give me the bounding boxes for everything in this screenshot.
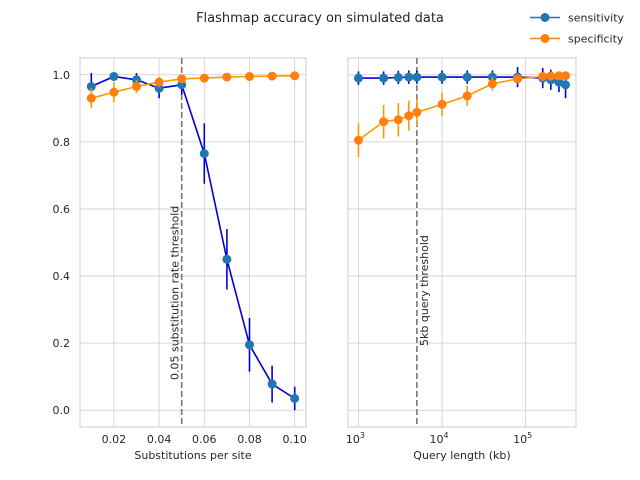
series-specificity <box>86 71 300 109</box>
chart-title: Flashmap accuracy on simulated data <box>196 11 444 26</box>
data-point <box>290 71 300 81</box>
data-point <box>353 135 363 145</box>
data-point <box>222 254 232 264</box>
data-point <box>267 71 277 81</box>
data-point <box>538 71 548 81</box>
series-line <box>91 75 295 100</box>
data-point <box>393 115 403 125</box>
data-point <box>412 72 422 82</box>
data-point <box>393 72 403 82</box>
data-point <box>86 93 96 103</box>
data-point <box>546 71 556 81</box>
data-point <box>513 74 523 84</box>
data-point <box>404 72 414 82</box>
y-tick-label: 1.0 <box>53 69 71 82</box>
x-tick-label: 0.04 <box>147 433 172 446</box>
data-point <box>561 80 571 90</box>
data-point <box>379 73 389 83</box>
data-point <box>154 77 164 87</box>
data-point <box>437 72 447 82</box>
threshold-label: 5kb query threshold <box>418 235 431 346</box>
x-tick-label: 0.02 <box>102 433 127 446</box>
x-tick-label: 105 <box>513 431 532 446</box>
x-tick-label: 0.06 <box>192 433 217 446</box>
legend-entry-sensitivity: sensitivity <box>530 12 625 25</box>
data-point <box>404 111 414 121</box>
data-point <box>379 117 389 127</box>
data-point <box>437 99 447 109</box>
y-tick-label: 0.2 <box>53 337 71 350</box>
x-tick-label: 0.10 <box>282 433 307 446</box>
data-point <box>290 393 300 403</box>
series-specificity <box>353 71 571 157</box>
x-axis-label: Substitutions per site <box>134 449 251 462</box>
y-tick-label: 0.4 <box>53 270 71 283</box>
data-point <box>109 87 119 97</box>
data-point <box>199 73 209 83</box>
data-point <box>222 72 232 82</box>
threshold-label: 0.05 substitution rate threshold <box>169 206 182 380</box>
data-point <box>199 149 209 159</box>
data-point <box>412 107 422 117</box>
legend-label-specificity: specificity <box>568 33 624 46</box>
legend-marker <box>540 34 550 43</box>
y-tick-label: 0.6 <box>53 203 71 216</box>
x-axis-label: Query length (kb) <box>413 449 510 462</box>
data-point <box>132 82 141 92</box>
legend-entry-specificity: specificity <box>530 33 624 46</box>
data-point <box>177 74 187 84</box>
y-tick-label: 0.0 <box>53 404 71 417</box>
series-sensitivity <box>86 71 300 411</box>
data-point <box>353 73 363 83</box>
x-tick-label: 104 <box>430 431 449 446</box>
y-tick-label: 0.8 <box>53 136 71 149</box>
data-point <box>267 379 277 389</box>
data-point <box>109 71 119 81</box>
legend-label-sensitivity: sensitivity <box>568 12 625 25</box>
x-tick-label: 0.08 <box>237 433 262 446</box>
legend-marker <box>540 13 550 22</box>
data-point <box>86 82 96 92</box>
axes-frame <box>79 57 307 428</box>
data-point <box>245 340 254 350</box>
legend: sensitivity specificity <box>530 12 625 46</box>
x-tick-label: 103 <box>346 431 365 446</box>
data-point <box>245 71 254 81</box>
series-line <box>90 75 296 400</box>
data-point <box>554 71 564 81</box>
data-point <box>487 79 497 89</box>
data-point <box>561 71 571 81</box>
axes-frame <box>347 57 577 428</box>
data-point <box>462 72 472 82</box>
panel-substitutions: 0.0 0.2 0.4 0.6 0.8 1.0 0.02 0.04 0.06 0.08 0.10 Su… <box>53 57 307 462</box>
data-point <box>462 91 472 101</box>
